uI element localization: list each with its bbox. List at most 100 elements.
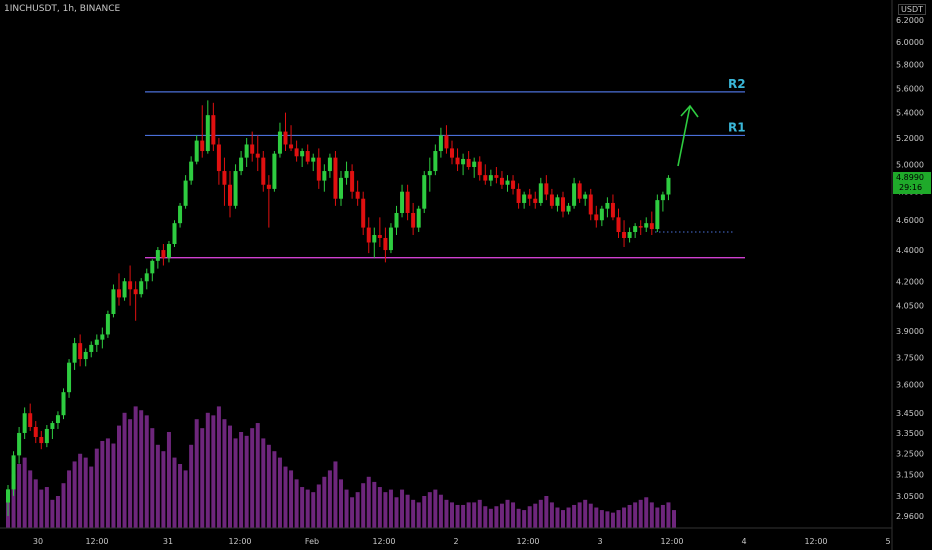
candle-body <box>100 334 105 340</box>
volume-bar <box>572 504 577 528</box>
candle-body <box>55 415 60 424</box>
volume-bar <box>78 453 83 528</box>
candle-body <box>411 212 416 228</box>
candle-body <box>316 157 321 181</box>
volume-bar <box>438 494 443 528</box>
time-tick-label: 31 <box>163 537 173 546</box>
time-tick-label: 5 <box>885 537 890 546</box>
volume-bar <box>588 503 593 528</box>
volume-bar <box>305 489 310 528</box>
volume-bar <box>117 425 121 528</box>
price-tick-label: 5.4000 <box>896 109 924 118</box>
candle-body <box>538 183 543 203</box>
volume-bar <box>239 432 244 528</box>
volume-bar <box>100 440 105 528</box>
time-tick-label: 4 <box>741 537 746 546</box>
candle-body <box>472 161 477 167</box>
volume-bar <box>627 504 632 528</box>
candle-body <box>228 184 232 206</box>
candle-countdown: 29:16 <box>899 183 922 192</box>
volume-bar <box>283 466 288 528</box>
candle-body <box>466 158 471 167</box>
candle-body <box>633 226 638 233</box>
volume-bar <box>172 457 177 528</box>
volume-bar <box>339 479 343 528</box>
r2-label: R2 <box>728 77 746 91</box>
volume-bar <box>638 499 643 528</box>
volume-bar <box>50 499 55 528</box>
candle-body <box>239 157 244 172</box>
candle-body <box>289 144 294 149</box>
candle-body <box>505 180 510 185</box>
volume-bar <box>433 489 438 528</box>
time-tick-label: 12:00 <box>228 537 251 546</box>
candle-body <box>255 153 260 158</box>
candle-body <box>94 339 99 345</box>
price-tick-label: 4.4000 <box>896 246 924 255</box>
time-tick-label: 12:00 <box>372 537 395 546</box>
volume-bar <box>599 510 604 528</box>
volume-bar <box>522 510 527 528</box>
volume-bar <box>144 415 149 528</box>
volume-bar <box>649 502 654 528</box>
volume-bar <box>461 504 466 528</box>
candle-body <box>511 180 516 189</box>
volume-bar <box>366 476 371 528</box>
volume-bar <box>17 464 22 528</box>
volume-bar <box>561 510 565 528</box>
volume-bar <box>516 508 521 528</box>
candle-body <box>139 281 144 295</box>
candle-body <box>416 208 421 228</box>
volume-bar <box>161 451 166 528</box>
candle-body <box>44 428 49 444</box>
volume-bar <box>250 428 255 528</box>
volume-bar <box>444 499 449 528</box>
volume-bar <box>244 435 249 528</box>
candle-body <box>333 157 338 199</box>
candle-body <box>361 198 366 228</box>
volume-bar <box>499 503 504 528</box>
candle-body <box>377 234 382 238</box>
candle-body <box>666 177 671 195</box>
price-tick-label: 4.0500 <box>896 302 924 311</box>
volume-bar <box>488 508 493 528</box>
volume-bar <box>605 511 610 528</box>
volume-bar <box>594 507 599 528</box>
candle-body <box>555 197 560 206</box>
price-tick-label: 5.6000 <box>896 84 924 93</box>
volume-bar <box>322 476 327 528</box>
candle-body <box>366 227 371 243</box>
candle-body <box>383 237 388 251</box>
candle-body <box>166 243 171 258</box>
price-tick-label: 3.6000 <box>896 381 924 390</box>
candle-body <box>339 177 343 199</box>
volume-bar <box>355 492 360 528</box>
candle-body <box>272 153 277 189</box>
candle-body <box>111 289 116 315</box>
volume-bar <box>233 438 238 528</box>
volume-bar <box>22 457 27 528</box>
price-tick-label: 4.6000 <box>896 216 924 225</box>
volume-bar <box>150 428 155 528</box>
price-tick-label: 5.8000 <box>896 61 924 70</box>
price-tick-label: 6.2000 <box>896 16 924 25</box>
volume-bar <box>411 499 416 528</box>
price-tick-label: 3.2500 <box>896 449 924 458</box>
volume-bar <box>361 483 366 528</box>
candle-body <box>344 171 349 178</box>
candle-body <box>28 413 33 427</box>
candle-body <box>105 314 110 335</box>
candle-body <box>583 194 588 199</box>
time-tick-label: 3 <box>597 537 602 546</box>
volume-bar <box>44 487 49 528</box>
volume-bar <box>466 502 471 528</box>
price-tick-label: 5.2000 <box>896 134 924 143</box>
candle-body <box>655 200 660 230</box>
volume-bar <box>122 412 127 528</box>
volume-bar <box>255 423 260 528</box>
volume-bar <box>660 504 665 528</box>
volume-bar <box>89 466 94 528</box>
time-tick-label: 12:00 <box>660 537 683 546</box>
candle-body <box>660 194 665 201</box>
